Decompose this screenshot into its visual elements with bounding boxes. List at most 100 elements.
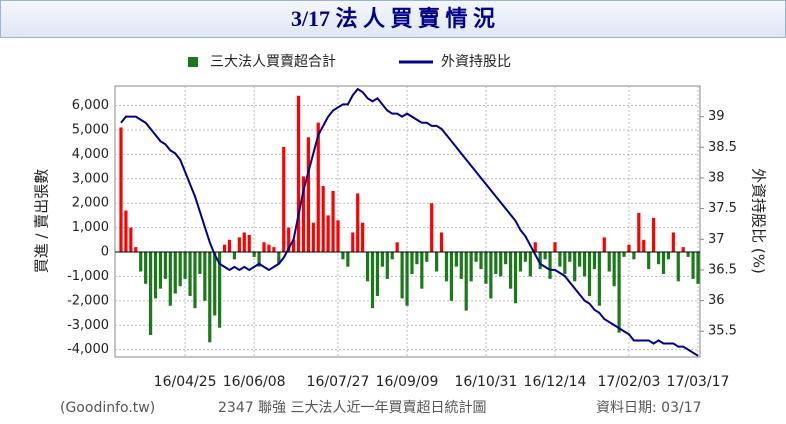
bar [568,252,572,262]
bar [494,252,498,274]
bar [454,252,458,267]
x-tick-label: 16/04/25 [154,374,217,390]
bar [612,252,616,287]
bar [602,237,606,253]
bar [173,252,177,294]
bar [459,252,463,279]
bar [439,232,444,253]
bar [538,252,542,270]
x-tick-label: 16/07/27 [307,374,370,390]
bar [444,252,449,282]
bar [400,252,404,299]
x-tick-label: 16/09/09 [376,374,439,390]
x-tick-label: 16/06/08 [223,374,286,390]
y2-tick-label: 37 [708,232,725,247]
bar [652,217,656,253]
bar [341,252,345,260]
bar [247,234,251,253]
legend-label: 三大法人買賣超合計 [210,54,336,70]
bar [213,252,217,316]
bar [385,252,389,279]
bar [292,239,296,253]
bar [380,252,384,267]
y-tick-label: -4,000 [67,342,109,357]
bar [671,232,675,253]
bar [198,252,202,274]
bar [148,252,153,336]
bar [578,252,582,267]
bar [395,242,399,253]
bar [168,252,172,306]
bar [676,252,680,282]
bar [647,252,651,270]
bar [311,222,315,253]
bar [607,252,611,272]
bar [262,242,266,253]
bar [637,212,641,253]
footer-source: (Goodinfo.tw) [60,400,155,416]
bar [582,252,587,277]
bar [513,252,518,304]
bar [139,252,143,272]
bar [134,247,138,253]
bar [316,122,320,253]
bar [553,242,557,253]
y-tick-label: -1,000 [67,269,109,284]
y-tick-label: 0 [101,245,109,260]
bar [356,193,360,253]
bar [227,239,232,253]
bar [656,252,661,265]
bar [232,252,237,260]
bar [681,247,685,253]
x-tick-label: 16/12/14 [524,374,587,390]
bar [420,252,424,289]
bar [449,252,454,301]
chart: 買進 / 賣出張數 外資持股比 (%) (Goodinfo.tw) 2347 聯… [33,54,768,416]
bar [617,252,621,333]
bar [178,252,182,287]
bar [331,190,335,253]
y-tick-label: -3,000 [67,318,109,333]
y2-tick-label: 35.5 [708,324,737,339]
bar [508,252,513,289]
footer-date: 資料日期: 03/17 [596,400,702,416]
y-tick-label: 1,000 [72,220,109,235]
bar [163,252,167,279]
bar [415,252,419,265]
bar [183,252,187,279]
bar [548,252,552,279]
bar [222,244,227,253]
bar [696,252,700,284]
bar [282,147,286,253]
bar [124,210,128,253]
legend-label: 外資持股比 [441,54,511,70]
bar [479,252,483,270]
y-tick-label: 3,000 [72,171,109,186]
bar [306,137,311,253]
bar [203,252,207,301]
bar [277,252,281,265]
y-tick-label: -2,000 [67,293,109,308]
y-tick-label: 2,000 [72,196,109,211]
bar [188,252,192,296]
bar [523,252,527,262]
bar [464,252,468,311]
bar [336,220,340,253]
y2-tick-label: 38.5 [708,140,737,155]
bar [252,252,256,257]
bar [533,242,537,253]
bar [469,252,473,282]
y2-tick-label: 38 [708,170,725,185]
bar [558,252,562,267]
bar [346,252,350,267]
y-tick-label: 5,000 [72,122,109,137]
bar [375,252,380,296]
bar [242,232,246,253]
bar [405,252,409,306]
bar [691,252,695,279]
bar [119,127,123,253]
bar [296,95,301,253]
bar [435,252,439,272]
bar [484,252,488,284]
y2-tick-label: 37.5 [708,201,737,216]
